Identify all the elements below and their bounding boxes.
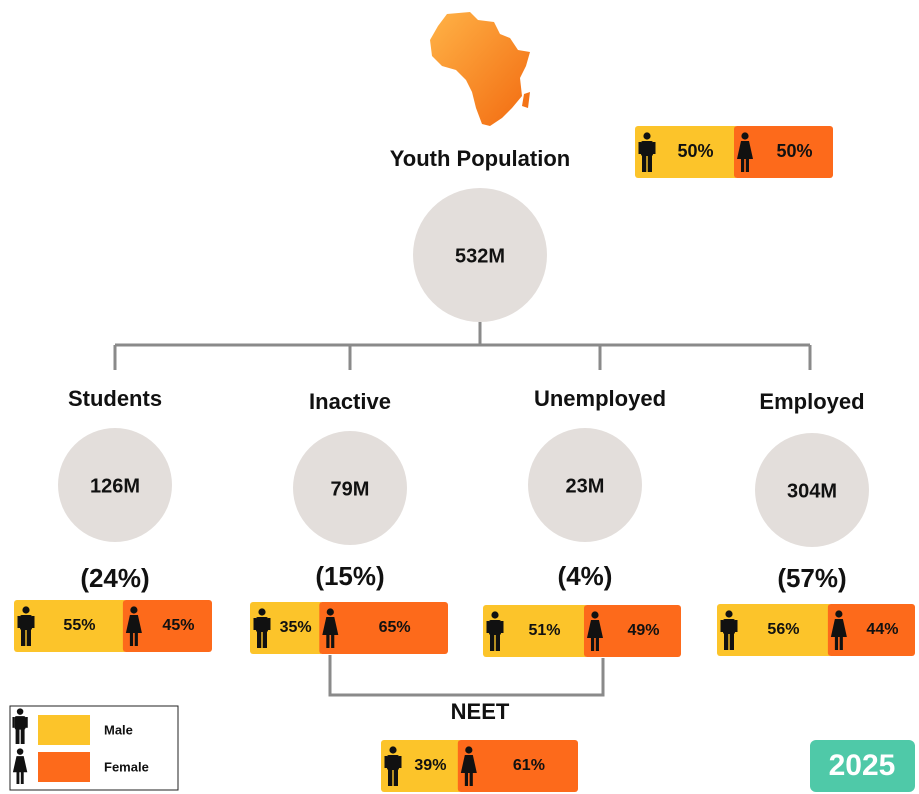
legend-male-swatch	[38, 715, 90, 745]
group-share: (24%)	[80, 563, 149, 593]
neet-label: NEET	[451, 699, 510, 724]
male-segment	[483, 605, 588, 657]
male-share: 56%	[767, 621, 799, 638]
group-circle	[528, 428, 642, 542]
female-segment	[583, 605, 681, 657]
female-share: 44%	[866, 621, 898, 638]
male-segment	[14, 600, 127, 652]
year: 2025	[829, 749, 896, 782]
female-share: 61%	[513, 757, 545, 774]
female-share: 50%	[776, 141, 812, 161]
female-segment	[122, 600, 212, 652]
group-circle	[755, 433, 869, 547]
africa-map	[430, 12, 530, 126]
female-segment	[827, 604, 915, 656]
legend-male: Male	[104, 722, 133, 737]
male-share: 51%	[528, 622, 560, 639]
male-share: 55%	[63, 617, 95, 634]
female-share: 65%	[379, 619, 411, 636]
group-label: Unemployed	[534, 386, 666, 411]
top-total: 532M	[455, 245, 505, 267]
female-segment	[734, 126, 833, 178]
tree-connector	[113, 322, 812, 370]
group-label: Students	[68, 386, 162, 411]
male-share: 50%	[677, 141, 713, 161]
top-title: Youth Population	[390, 146, 570, 171]
group-circle	[58, 428, 172, 542]
group-total: 126M	[90, 475, 140, 497]
male-segment	[381, 740, 462, 792]
male-share: 39%	[414, 757, 446, 774]
male-share: 35%	[280, 619, 312, 636]
group-total: 304M	[787, 480, 837, 502]
group-share: (15%)	[315, 561, 384, 591]
group-total: 79M	[331, 478, 370, 500]
year-badge	[810, 740, 915, 792]
group-label: Employed	[759, 389, 864, 414]
female-segment	[457, 740, 578, 792]
legend-female: Female	[104, 759, 149, 774]
group-share: (57%)	[777, 563, 846, 593]
female-share: 49%	[627, 622, 659, 639]
female-share: 45%	[162, 617, 194, 634]
group-label: Inactive	[309, 389, 391, 414]
female-segment	[319, 602, 448, 654]
neet-connector	[328, 655, 605, 697]
group-total: 23M	[566, 475, 605, 497]
group-circle	[293, 431, 407, 545]
group-share: (4%)	[558, 561, 613, 591]
male-segment	[635, 126, 738, 178]
legend-female-swatch	[38, 752, 90, 782]
male-segment	[717, 604, 832, 656]
total-circle	[413, 188, 547, 322]
legend-box	[9, 705, 179, 791]
male-segment	[250, 602, 324, 654]
